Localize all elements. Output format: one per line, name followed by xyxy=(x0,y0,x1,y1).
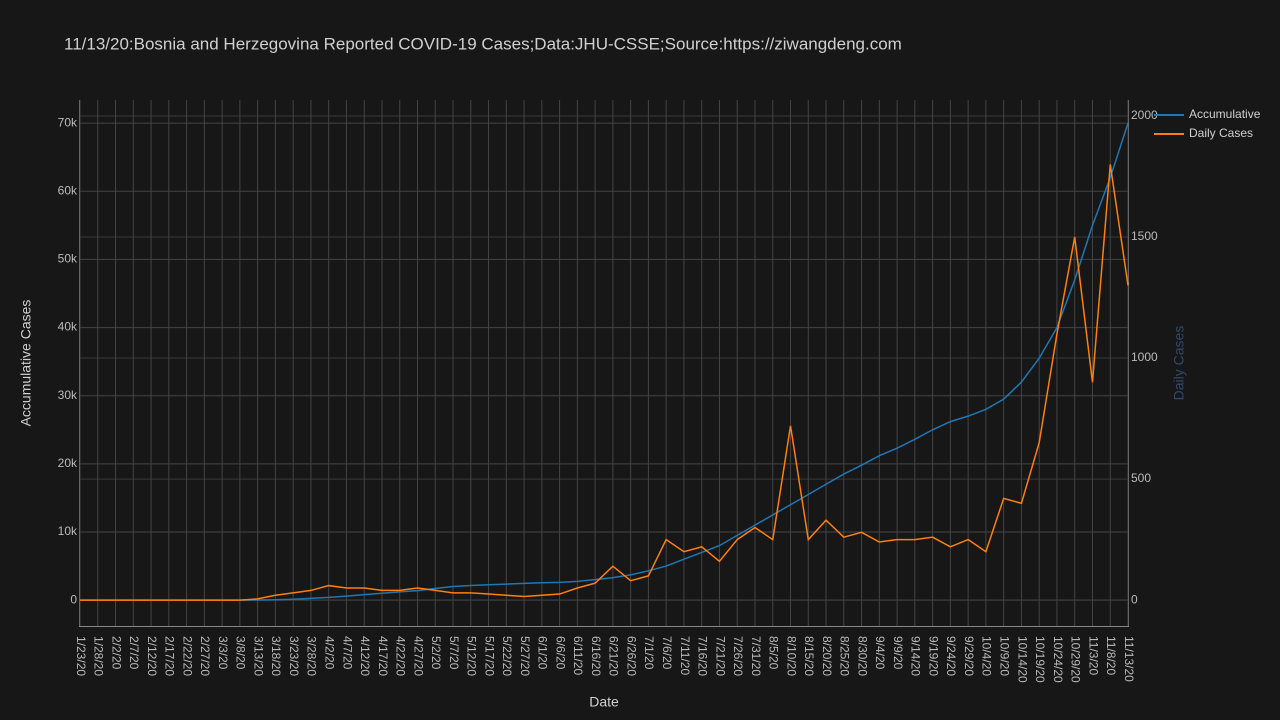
x-tick-label: 6/16/20 xyxy=(589,636,603,676)
x-tick-label: 6/11/20 xyxy=(571,636,585,675)
x-tick-label: 9/19/20 xyxy=(926,636,940,676)
y-tick-label: 50k xyxy=(58,252,78,266)
x-tick-label: 10/29/20 xyxy=(1069,636,1083,683)
x-tick-label: 4/12/20 xyxy=(358,636,372,676)
y2-axis-title: Daily Cases xyxy=(1171,326,1187,401)
x-tick-label: 10/4/20 xyxy=(980,636,994,676)
x-tick-label: 7/11/20 xyxy=(678,636,692,675)
x-tick-label: 3/8/20 xyxy=(234,636,248,670)
x-tick-label: 11/8/20 xyxy=(1104,636,1118,675)
y-tick-label: 20k xyxy=(58,456,78,470)
y-tick-label: 70k xyxy=(58,115,78,129)
x-tick-label: 2/7/20 xyxy=(127,636,141,670)
y2-tick-label: 1000 xyxy=(1131,350,1158,364)
x-tick-label: 5/22/20 xyxy=(500,636,514,676)
x-tick-label: 10/14/20 xyxy=(1015,636,1029,683)
x-tick-label: 5/12/20 xyxy=(465,636,479,676)
x-tick-label: 9/14/20 xyxy=(909,636,923,676)
x-tick-label: 8/30/20 xyxy=(855,636,869,676)
x-tick-label: 1/28/20 xyxy=(92,636,106,676)
x-tick-label: 2/12/20 xyxy=(145,636,159,676)
y-axis-title: Accumulative Cases xyxy=(18,300,34,427)
x-tick-label: 7/1/20 xyxy=(642,636,656,670)
x-tick-label: 2/27/20 xyxy=(198,636,212,676)
y2-tick-label: 1500 xyxy=(1131,229,1158,243)
x-tick-label: 10/19/20 xyxy=(1033,636,1047,683)
x-tick-label: 4/7/20 xyxy=(340,636,354,670)
x-tick-label: 1/23/20 xyxy=(74,636,88,676)
x-tick-label: 8/10/20 xyxy=(784,636,798,676)
x-tick-label: 8/15/20 xyxy=(802,636,816,676)
x-tick-label: 10/24/20 xyxy=(1051,636,1065,683)
x-tick-label: 3/3/20 xyxy=(216,636,230,670)
x-tick-label: 2/17/20 xyxy=(163,636,177,676)
legend-label: Daily Cases xyxy=(1189,126,1253,140)
y2-tick-label: 2000 xyxy=(1131,108,1158,122)
x-tick-label: 2/22/20 xyxy=(180,636,194,676)
x-tick-label: 8/20/20 xyxy=(820,636,834,676)
legend-label: Accumulative xyxy=(1189,107,1261,121)
y2-tick-label: 500 xyxy=(1131,471,1151,485)
y-tick-label: 10k xyxy=(58,524,78,538)
y-tick-label: 40k xyxy=(58,320,78,334)
x-tick-label: 7/26/20 xyxy=(731,636,745,676)
x-tick-label: 3/13/20 xyxy=(251,636,265,676)
x-tick-label: 11/3/20 xyxy=(1086,636,1100,675)
x-tick-label: 8/25/20 xyxy=(838,636,852,676)
x-tick-label: 3/23/20 xyxy=(287,636,301,676)
x-tick-label: 4/22/20 xyxy=(394,636,408,676)
y-tick-label: 0 xyxy=(70,592,77,606)
x-tick-label: 5/27/20 xyxy=(518,636,532,676)
series-line xyxy=(80,164,1129,601)
x-tick-label: 4/2/20 xyxy=(323,636,337,670)
x-tick-label: 3/18/20 xyxy=(269,636,283,676)
x-tick-label: 7/6/20 xyxy=(660,636,674,670)
x-tick-label: 9/9/20 xyxy=(891,636,905,670)
x-tick-label: 4/17/20 xyxy=(376,636,390,676)
x-tick-label: 6/21/20 xyxy=(607,636,621,676)
x-tick-label: 10/9/20 xyxy=(997,636,1011,676)
x-tick-label: 7/21/20 xyxy=(713,636,727,676)
x-tick-label: 4/27/20 xyxy=(411,636,425,676)
chart-title: 11/13/20:Bosnia and Herzegovina Reported… xyxy=(64,34,902,53)
x-tick-label: 9/29/20 xyxy=(962,636,976,676)
x-tick-label: 3/28/20 xyxy=(305,636,319,676)
x-tick-label: 6/26/20 xyxy=(624,636,638,676)
x-tick-label: 7/31/20 xyxy=(749,636,763,676)
y2-tick-label: 0 xyxy=(1131,592,1138,606)
series-line xyxy=(80,122,1129,601)
x-tick-label: 5/7/20 xyxy=(447,636,461,670)
x-axis-title: Date xyxy=(589,694,619,710)
x-tick-label: 9/4/20 xyxy=(873,636,887,670)
y-tick-label: 60k xyxy=(58,183,78,197)
x-tick-label: 5/17/20 xyxy=(482,636,496,676)
x-tick-label: 6/6/20 xyxy=(553,636,567,670)
y-tick-label: 30k xyxy=(58,388,78,402)
x-tick-label: 9/24/20 xyxy=(944,636,958,676)
x-tick-label: 5/2/20 xyxy=(429,636,443,670)
x-tick-label: 7/16/20 xyxy=(696,636,710,676)
x-tick-label: 8/5/20 xyxy=(767,636,781,670)
x-tick-label: 6/1/20 xyxy=(536,636,550,670)
x-tick-label: 2/2/20 xyxy=(109,636,123,670)
x-tick-label: 11/13/20 xyxy=(1122,636,1136,682)
